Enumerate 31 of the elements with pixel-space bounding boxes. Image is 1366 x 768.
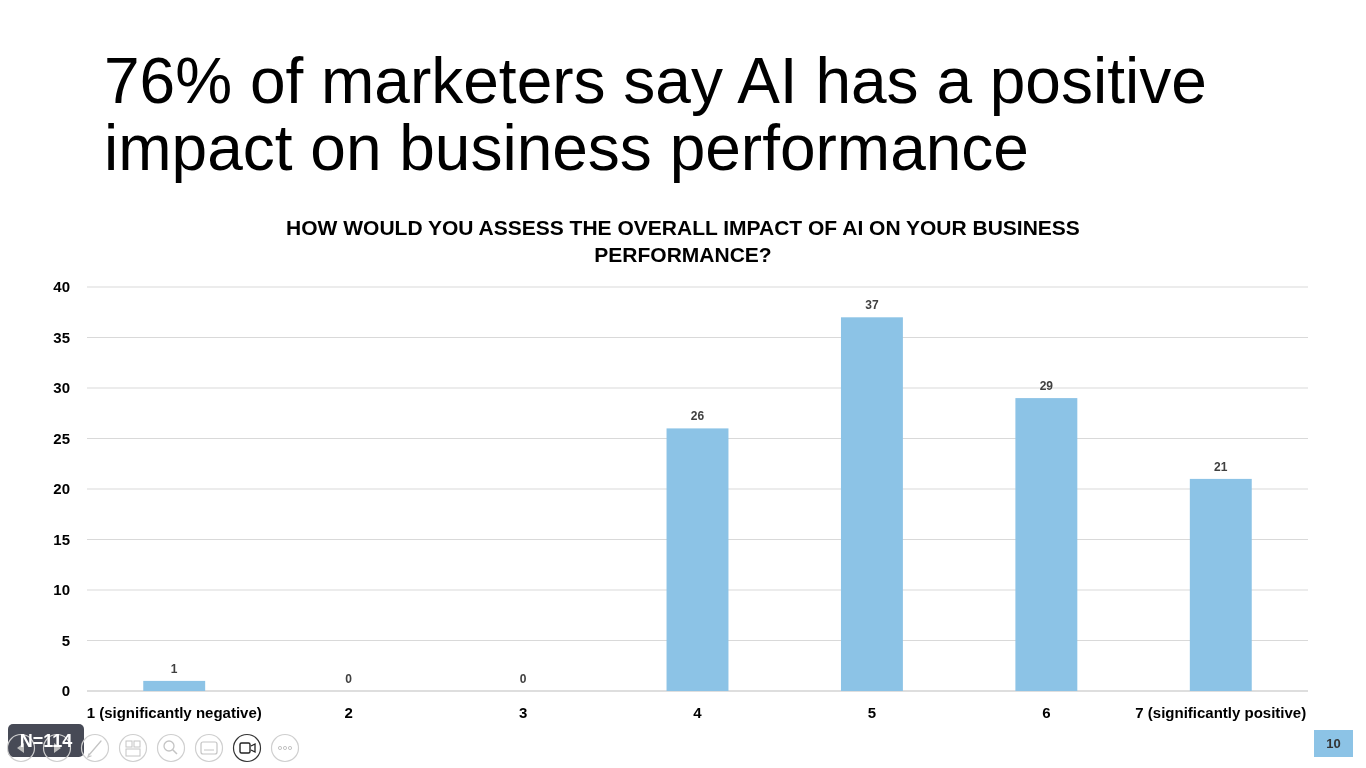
data-label: 21 <box>1214 459 1228 474</box>
y-tick-label: 40 <box>53 278 70 296</box>
x-tick-label: 1 (significantly negative) <box>86 704 262 721</box>
y-tick-label: 10 <box>53 581 70 599</box>
y-tick-label: 35 <box>53 328 70 346</box>
y-tick-label: 5 <box>61 631 70 649</box>
y-tick-label: 20 <box>53 480 70 498</box>
data-label: 0 <box>345 672 353 686</box>
data-label: 26 <box>690 409 705 424</box>
data-label: 29 <box>1039 379 1054 394</box>
chart-subtitle: HOW WOULD YOU ASSESS THE OVERALL IMPACT OF AI ON YOUR BUSINESS PERFORMANCE? <box>286 216 1080 266</box>
x-tick-label: 3 <box>518 704 528 721</box>
bar <box>1189 478 1252 691</box>
bar <box>143 680 206 691</box>
bar <box>1015 398 1078 691</box>
bar <box>840 317 903 691</box>
data-label: 0 <box>519 672 527 686</box>
y-tick-label: 25 <box>53 429 70 447</box>
x-tick-label: 6 <box>1042 704 1051 721</box>
x-tick-label: 7 (significantly positive) <box>1135 704 1307 721</box>
data-label: 1 <box>170 661 178 676</box>
text: 10 <box>1326 736 1341 751</box>
y-tick-label: 30 <box>53 379 70 397</box>
y-tick-label: 15 <box>53 530 70 548</box>
y-tick-label: 0 <box>61 682 70 700</box>
bar <box>666 428 729 691</box>
data-label: 37 <box>865 298 879 313</box>
x-tick-label: 4 <box>693 704 703 721</box>
chart-title: 76% of marketers say AI has a positive impact on business performance <box>104 45 1207 184</box>
x-tick-label: 5 <box>867 704 877 721</box>
x-tick-label: 2 <box>344 704 353 721</box>
